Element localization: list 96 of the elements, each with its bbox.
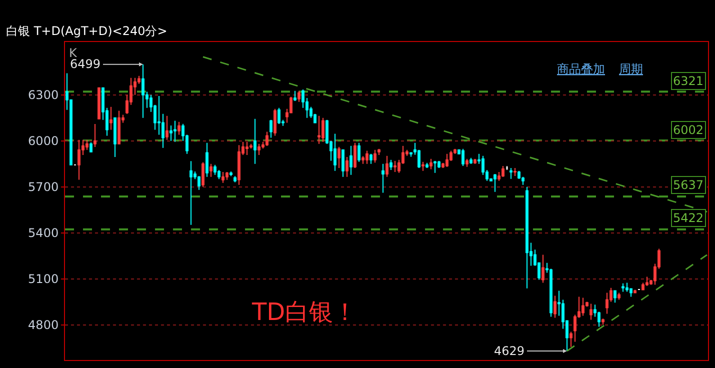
candlestick — [318, 115, 320, 144]
candlestick — [190, 160, 192, 226]
candlestick — [370, 153, 372, 164]
ref-line-label: 6321 — [673, 74, 704, 88]
candlestick — [410, 152, 412, 158]
candlestick — [422, 161, 424, 172]
candlestick — [178, 121, 180, 136]
annotation: 周期 — [619, 62, 643, 76]
candlestick — [466, 158, 468, 168]
candlestick — [206, 142, 208, 178]
candlestick — [382, 163, 384, 194]
candlestick — [390, 159, 392, 170]
y-tick-label: 5400 — [28, 226, 59, 240]
candlestick — [526, 186, 528, 289]
candlestick — [166, 115, 168, 140]
candlestick — [226, 171, 228, 180]
y-tick-label: 5700 — [28, 180, 59, 194]
candlestick — [334, 133, 336, 172]
candlestick — [214, 164, 216, 176]
candlestick — [426, 162, 428, 168]
candlestick — [510, 167, 512, 180]
candlestick — [366, 150, 368, 164]
candlestick — [118, 110, 120, 144]
candlestick — [98, 87, 100, 120]
candlestick — [446, 153, 448, 168]
candlestick — [354, 142, 356, 168]
candlestick — [626, 282, 628, 292]
y-tick-label: 6300 — [28, 88, 59, 102]
candlestick — [202, 162, 204, 188]
candlestick — [434, 160, 436, 174]
y-tick-label: 4800 — [28, 318, 59, 332]
candlestick — [278, 107, 280, 124]
annotation: TD白银！ — [251, 298, 358, 326]
candlestick — [142, 64, 144, 118]
candlestick — [634, 289, 636, 294]
candlestick — [614, 290, 616, 304]
candlestick — [374, 149, 376, 164]
candlestick — [218, 169, 220, 180]
candlestick — [294, 90, 296, 102]
candlestick — [514, 167, 516, 176]
candlestick — [270, 119, 272, 138]
candlestick — [606, 292, 608, 314]
candlestick — [274, 108, 276, 136]
annotation: 4629 — [494, 344, 525, 358]
candlestick — [462, 148, 464, 166]
candlestick — [174, 120, 176, 142]
candlestick — [322, 117, 324, 142]
candlestick — [342, 149, 344, 178]
candlestick — [338, 146, 340, 168]
candlestick — [78, 139, 80, 180]
candlestick — [238, 144, 240, 186]
ref-line-label: 5637 — [673, 178, 704, 192]
candlestick — [386, 155, 388, 178]
candlestick — [502, 165, 504, 178]
candlestick — [254, 118, 256, 164]
candlestick — [554, 295, 556, 318]
candlestick — [570, 331, 572, 348]
candlestick — [258, 143, 260, 156]
candlestick — [298, 90, 300, 102]
candlestick — [618, 292, 620, 300]
ref-line-label: 5422 — [673, 211, 704, 225]
candlestick — [210, 163, 212, 178]
candlestick — [590, 303, 592, 320]
candlestick — [474, 158, 476, 164]
candlestick — [234, 176, 236, 183]
candlestick — [90, 142, 92, 152]
candlestick — [94, 123, 96, 148]
candlestick — [198, 176, 200, 190]
chart-title: 白银 T+D(AgT+D)<240分> — [6, 24, 168, 38]
candlestick — [602, 318, 604, 326]
candlestick — [110, 106, 112, 130]
candlestick — [266, 131, 268, 146]
candlestick — [346, 156, 348, 178]
candlestick — [246, 141, 248, 156]
candlestick — [542, 254, 544, 284]
annotation: 商品叠加 — [557, 62, 605, 76]
ref-line-label: 6002 — [673, 123, 704, 137]
candlestick — [646, 276, 648, 286]
candlestick — [230, 171, 232, 177]
candlestick — [358, 142, 360, 162]
candlestick — [582, 297, 584, 316]
candlestick — [430, 158, 432, 170]
y-tick-label: 5100 — [28, 272, 59, 286]
candlestick — [350, 145, 352, 176]
candlestick — [114, 117, 116, 158]
annotation: 6499 — [70, 57, 101, 71]
y-tick-label: 6000 — [28, 134, 59, 148]
candlestick — [494, 173, 496, 192]
candlestick — [378, 148, 380, 156]
candlestick — [506, 165, 508, 170]
candlestick — [222, 171, 224, 184]
annotation: K — [69, 46, 78, 60]
candlestick — [170, 125, 172, 142]
candlestick — [394, 160, 396, 172]
candlestick — [470, 157, 472, 164]
candlestick — [622, 282, 624, 292]
